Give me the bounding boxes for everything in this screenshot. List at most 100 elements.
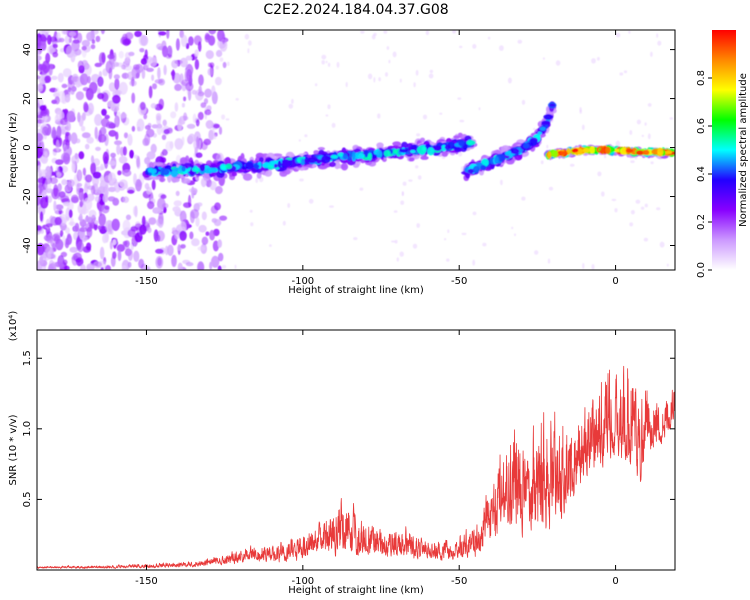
heatmap-cell bbox=[37, 36, 41, 44]
heatmap-cell bbox=[494, 156, 500, 165]
heatmap-cell bbox=[215, 65, 219, 70]
heatmap-cell bbox=[97, 134, 107, 143]
heatmap-cell bbox=[205, 120, 214, 129]
heatmap-cell bbox=[179, 221, 187, 234]
heatmap-cell bbox=[221, 264, 227, 269]
heatmap-cell bbox=[636, 150, 644, 155]
heatmap-cell bbox=[98, 260, 107, 269]
heatmap-cell bbox=[58, 37, 65, 43]
heatmap-cell bbox=[500, 179, 503, 186]
heatmap-cell bbox=[201, 211, 207, 221]
heatmap-cell bbox=[281, 159, 291, 168]
heatmap-cell bbox=[62, 259, 68, 266]
heatmap-cell bbox=[71, 86, 77, 92]
x-tick-label: -50 bbox=[451, 576, 467, 587]
heatmap-cell bbox=[78, 213, 83, 222]
x-tick-label: 0 bbox=[612, 576, 618, 587]
heatmap-cell bbox=[472, 259, 476, 266]
figure-title: C2E2.2024.184.04.37.G08 bbox=[263, 2, 448, 18]
heatmap-cell bbox=[112, 239, 117, 246]
heatmap-cell bbox=[116, 143, 121, 155]
heatmap-cell bbox=[61, 83, 68, 89]
x-tick-label: -100 bbox=[291, 576, 314, 587]
heatmap-cell bbox=[666, 263, 669, 267]
heatmap-cell bbox=[543, 114, 554, 120]
heatmap-cell bbox=[452, 30, 456, 34]
heatmap-cell bbox=[472, 44, 477, 49]
heatmap-cell bbox=[135, 179, 142, 192]
heatmap-cell bbox=[171, 177, 180, 183]
heatmap-cell bbox=[84, 216, 93, 223]
heatmap-cell bbox=[62, 68, 72, 78]
heatmap-cell bbox=[623, 70, 628, 74]
heatmap-cell bbox=[75, 91, 84, 101]
heatmap-cell bbox=[64, 265, 70, 270]
heatmap-cell bbox=[177, 262, 183, 270]
heatmap-cell bbox=[64, 94, 71, 103]
heatmap-cell bbox=[203, 138, 212, 146]
heatmap-cell bbox=[614, 208, 618, 213]
heatmap-cell bbox=[139, 48, 145, 53]
heatmap-cell bbox=[505, 152, 516, 156]
heatmap-cell bbox=[156, 234, 161, 242]
heatmap-cell bbox=[191, 187, 198, 195]
heatmap-cell bbox=[644, 203, 648, 208]
heatmap-cell bbox=[628, 30, 631, 34]
heatmap-cell bbox=[52, 43, 58, 49]
heatmap-cell bbox=[225, 118, 230, 121]
heatmap-cell bbox=[181, 166, 186, 172]
heatmap-cell bbox=[181, 136, 185, 146]
heatmap-cell bbox=[45, 165, 52, 179]
heatmap-cell bbox=[480, 164, 487, 171]
heatmap-cell bbox=[37, 102, 40, 109]
heatmap-cell bbox=[183, 112, 188, 122]
heatmap-cell bbox=[155, 113, 162, 121]
heatmap-cell bbox=[383, 150, 391, 157]
heatmap-cell bbox=[537, 131, 542, 135]
heatmap-cell bbox=[215, 49, 223, 58]
heatmap-cell bbox=[174, 102, 179, 112]
heatmap-cell bbox=[90, 162, 97, 175]
heatmap-cell bbox=[412, 243, 418, 249]
heatmap-cell bbox=[64, 238, 70, 249]
heatmap-cell bbox=[172, 206, 181, 213]
heatmap-cell bbox=[113, 52, 117, 62]
heatmap-cell bbox=[104, 114, 110, 120]
heatmap-cell bbox=[69, 31, 77, 37]
heatmap-cell bbox=[54, 216, 62, 226]
heatmap-cell bbox=[97, 76, 104, 87]
heatmap-cell bbox=[197, 41, 202, 52]
y-tick-label: 0 bbox=[22, 144, 33, 150]
heatmap-cell bbox=[282, 220, 286, 226]
heatmap-cell bbox=[38, 75, 46, 85]
heatmap-cell bbox=[651, 148, 659, 155]
heatmap-cell bbox=[298, 139, 301, 142]
heatmap-cell bbox=[460, 166, 464, 172]
heatmap-cell bbox=[118, 156, 128, 164]
heatmap-cell bbox=[154, 79, 164, 84]
heatmap-cell bbox=[194, 59, 200, 70]
heatmap-cell bbox=[149, 57, 158, 67]
heatmap-cell bbox=[284, 169, 291, 175]
heatmap-cell bbox=[353, 237, 358, 241]
heatmap-cell bbox=[432, 145, 442, 151]
spectrogram-panel: -150 -100 -50 0 -40 -20 0 20 40 Height of strai… bbox=[8, 29, 676, 296]
heatmap-cell bbox=[235, 98, 239, 101]
heatmap-cell bbox=[65, 227, 70, 234]
heatmap-cell bbox=[97, 92, 105, 100]
heatmap-cell bbox=[360, 30, 365, 34]
heatmap-cell bbox=[55, 238, 64, 251]
heatmap-cell bbox=[144, 182, 150, 190]
heatmap-cell bbox=[51, 171, 55, 176]
heatmap-cell bbox=[83, 197, 93, 211]
heatmap-cell bbox=[413, 82, 416, 88]
heatmap-cell bbox=[100, 30, 105, 35]
heatmap-cell bbox=[308, 198, 314, 204]
heatmap-cell bbox=[402, 181, 407, 186]
heatmap-cell bbox=[225, 163, 233, 170]
x-tick-label: -100 bbox=[291, 276, 314, 287]
heatmap-cell bbox=[190, 211, 195, 224]
heatmap-cell bbox=[459, 119, 465, 123]
heatmap-cell bbox=[44, 178, 52, 192]
heatmap-cell bbox=[533, 127, 536, 131]
